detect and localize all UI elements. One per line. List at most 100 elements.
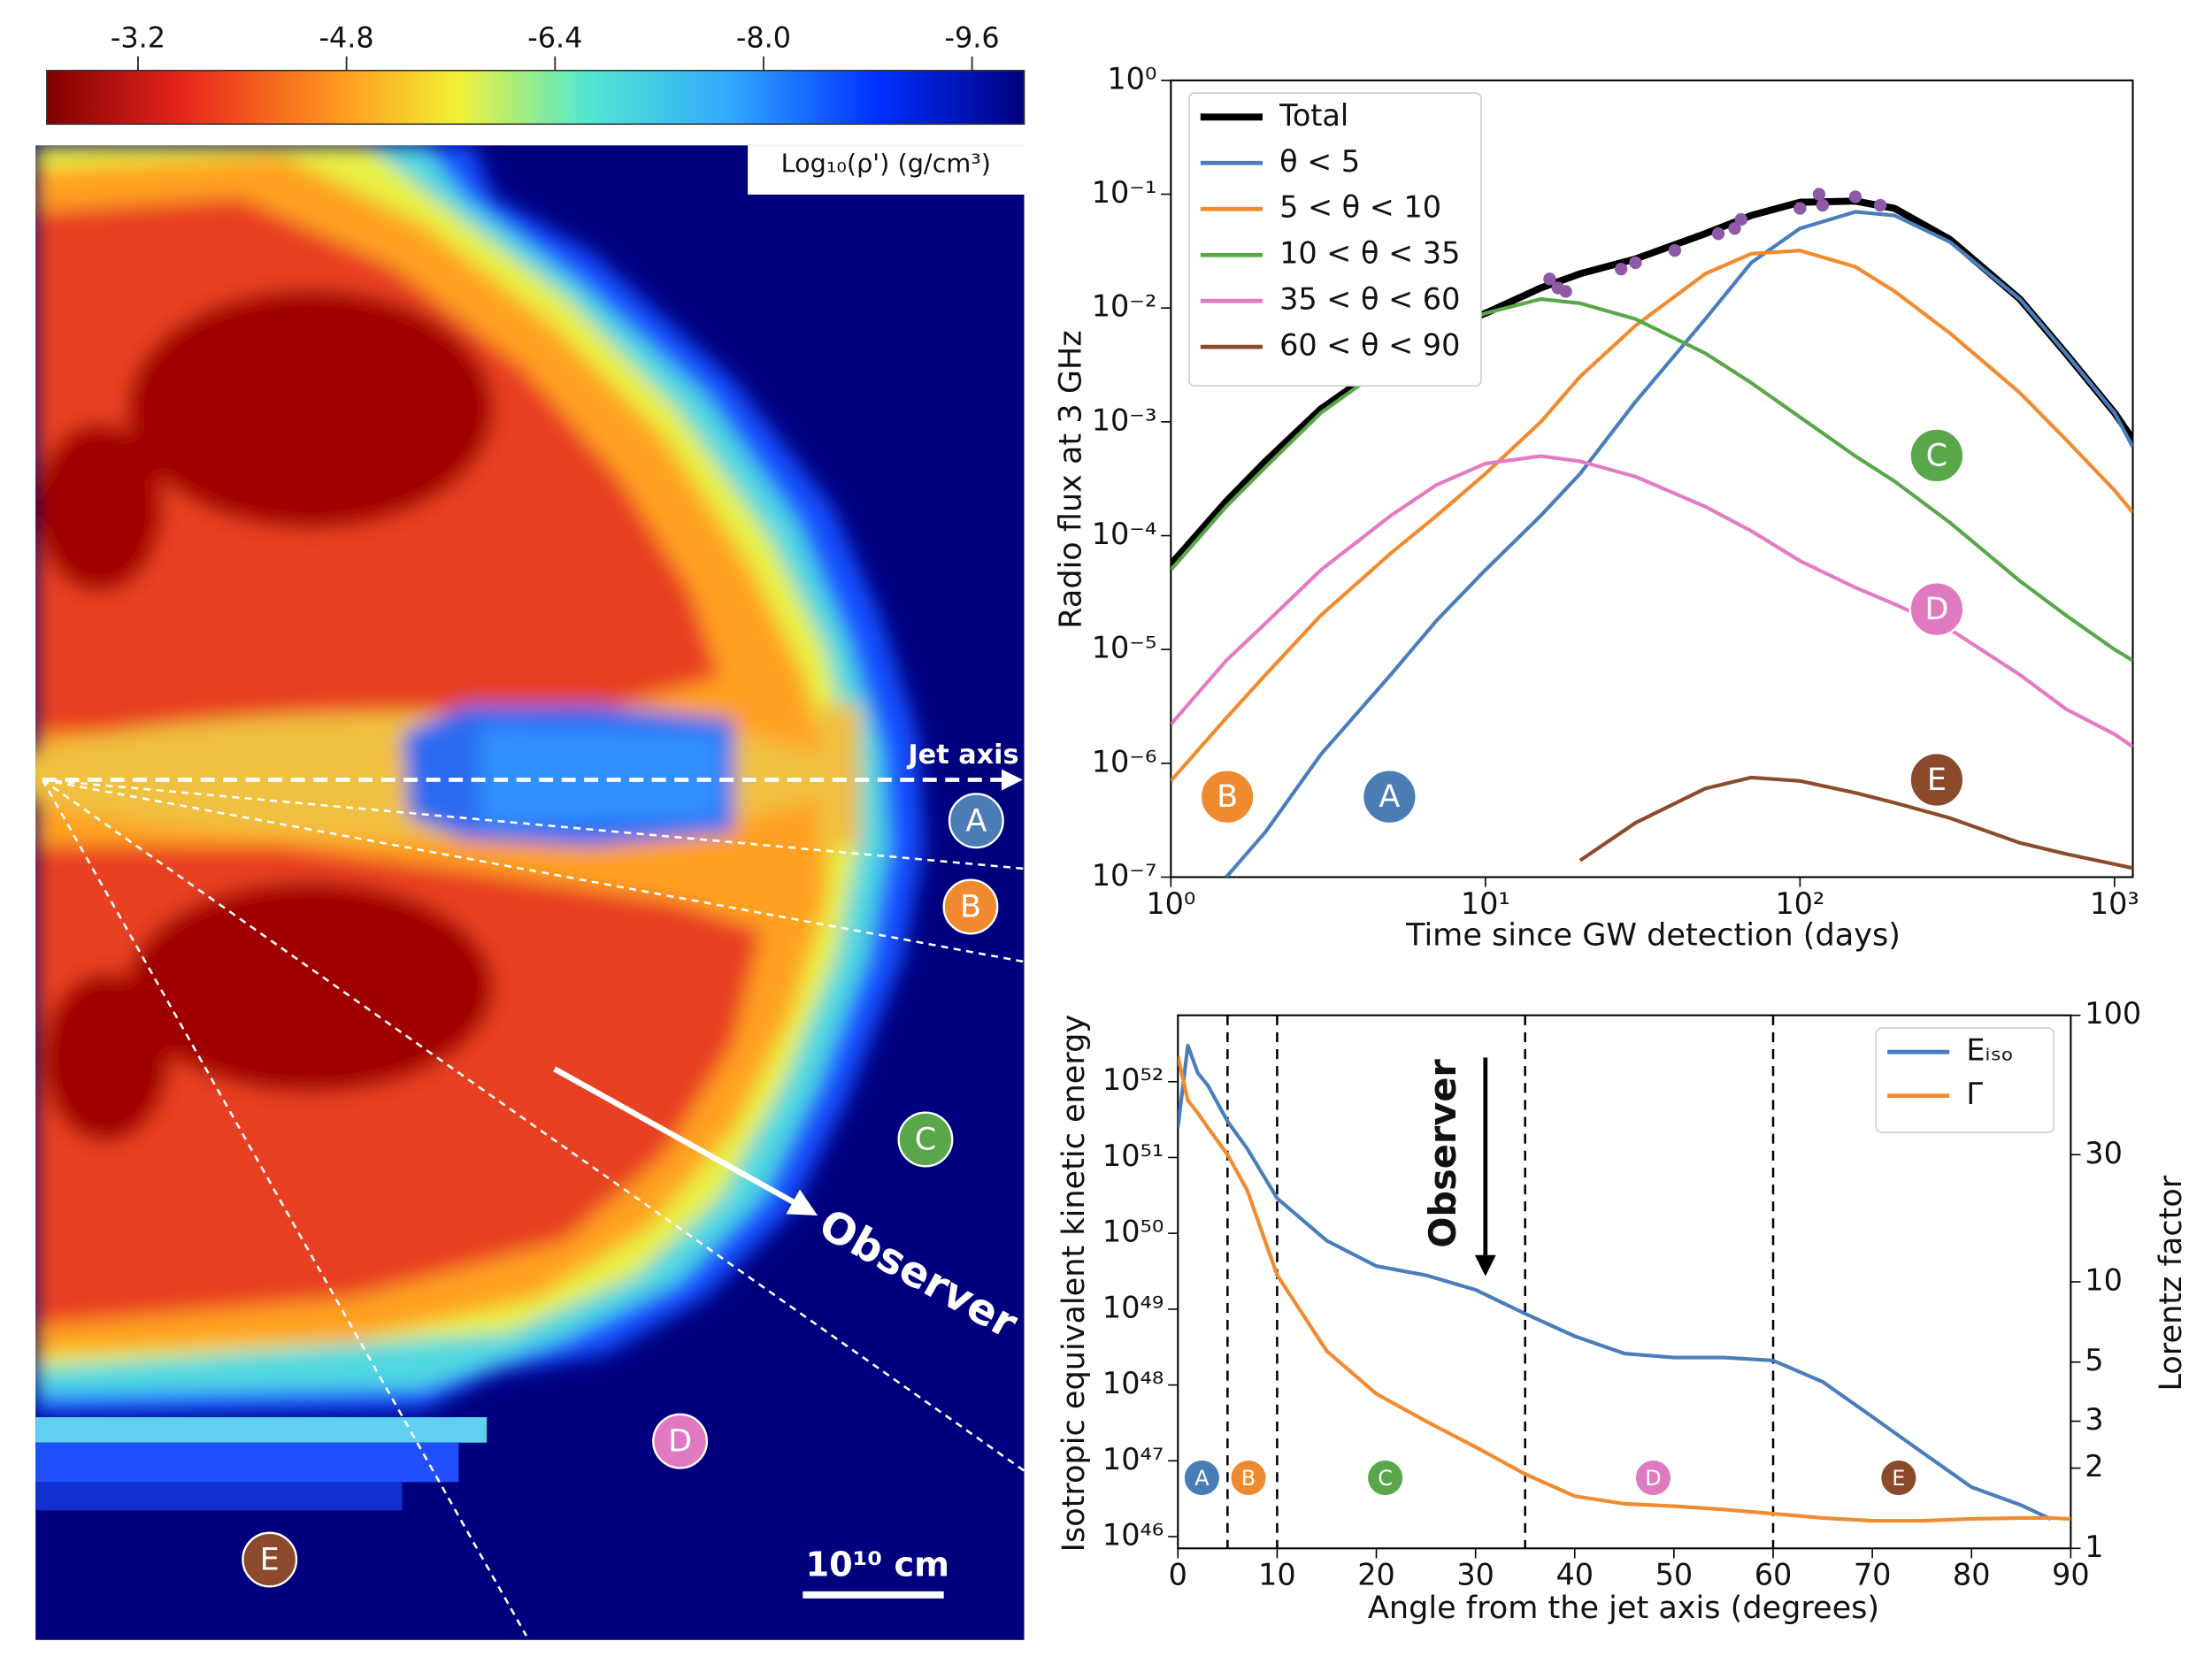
marker-circle [1199, 769, 1256, 825]
data-point [1793, 202, 1807, 215]
y2-tick-label: 10 [2085, 1263, 2123, 1298]
y2-tick-label: 2 [2085, 1449, 2103, 1484]
y-tick-label: 10⁵¹ [1102, 1139, 1164, 1173]
marker-label: D [668, 1423, 692, 1460]
x-tick-label: 60 [1755, 1558, 1793, 1592]
data-point [1615, 262, 1628, 276]
series-line [1171, 454, 2133, 748]
x-tick-label: 10⁰ [1146, 886, 1195, 921]
legend-label: 60 < θ < 90 [1279, 328, 1460, 363]
x-tick-label: 10² [1775, 886, 1824, 921]
density-map [35, 145, 1025, 1640]
legend-label: 35 < θ < 60 [1279, 282, 1460, 317]
colorbar [46, 69, 1025, 126]
colorbar-label: Log₁₀(ρ') (g/cm³) [781, 149, 991, 179]
y2-tick-label: 1 [2085, 1530, 2103, 1564]
x-axis-label: Angle from the jet axis (degrees) [1368, 1590, 1879, 1626]
y-tick-label: 10⁴⁶ [1102, 1518, 1164, 1553]
series-line [1578, 775, 2133, 870]
marker-label: D [1924, 591, 1948, 627]
marker-label: E [260, 1542, 280, 1578]
x-tick-label: 0 [1169, 1558, 1187, 1592]
y2-tick-label: 3 [2085, 1402, 2103, 1437]
y-tick-label: 10⁻⁷ [1092, 858, 1157, 893]
x-tick-label: 80 [1953, 1558, 1991, 1592]
data-point [1728, 222, 1741, 235]
y-axis-label: Radio flux at 3 GHz [1053, 330, 1089, 628]
x-tick-label: 10³ [2090, 886, 2139, 921]
y-tick-label: 10⁵⁰ [1102, 1215, 1164, 1249]
marker-circle [1361, 769, 1417, 825]
y-tick-label: 10⁴⁸ [1102, 1366, 1164, 1400]
y-tick-label: 10⁴⁷ [1102, 1442, 1164, 1476]
x-tick-label: 40 [1555, 1558, 1594, 1592]
legend-label: Total [1279, 98, 1348, 133]
marker-label: E [1927, 762, 1947, 798]
marker-label: B [960, 889, 981, 925]
scale-bar-label: 10¹⁰ cm [805, 1545, 949, 1585]
series-line [1178, 1055, 2071, 1523]
marker-circle [1878, 1458, 1918, 1498]
y2-tick-label: 5 [2085, 1343, 2103, 1377]
colorbar-tick-label: -9.6 [945, 21, 1000, 55]
marker-circle [1229, 1458, 1268, 1498]
y2-tick-label: 100 [2085, 996, 2141, 1031]
data-point [1816, 198, 1830, 212]
data-point [1873, 198, 1887, 212]
legend-label: θ < 5 [1279, 144, 1360, 179]
y2-axis-label: Lorentz factor [2153, 1175, 2189, 1391]
marker-circle [1365, 1458, 1405, 1498]
colorbar-tick-label: -4.8 [319, 21, 374, 55]
plot-frame [1170, 79, 2134, 878]
data-point [1559, 285, 1572, 298]
marker-label: D [1645, 1466, 1661, 1491]
marker-circle [1909, 581, 1965, 638]
x-tick-label: 10¹ [1461, 886, 1510, 921]
data-point [1668, 244, 1682, 257]
data-point [1812, 188, 1826, 201]
y-axis-label: Isotropic equivalent kinetic energy [1056, 1015, 1092, 1552]
marker-circle [1909, 427, 1965, 484]
series-line [1171, 249, 2133, 783]
marker-circle [242, 1531, 298, 1588]
colorbar-tick-label: -6.4 [527, 21, 582, 55]
x-tick-label: 70 [1854, 1558, 1892, 1592]
marker-circle [1633, 1458, 1673, 1498]
x-axis-label: Time since GW detection (days) [1405, 916, 1901, 953]
y-tick-label: 10⁻⁶ [1092, 744, 1157, 778]
y-tick-label: 10⁰ [1107, 61, 1156, 96]
marker-label: C [1926, 437, 1947, 473]
series-line [1178, 1043, 2052, 1522]
marker-circle [897, 1111, 954, 1168]
marker-label: C [1378, 1466, 1393, 1491]
x-tick-label: 90 [2052, 1558, 2090, 1592]
marker-label: A [1194, 1466, 1210, 1491]
marker-circle [942, 878, 999, 935]
observer-annotation: Observer [1422, 1059, 1464, 1248]
y-tick-label: 10⁴⁹ [1102, 1290, 1164, 1324]
marker-circle [1182, 1458, 1222, 1498]
x-tick-label: 30 [1456, 1558, 1494, 1592]
x-tick-label: 20 [1357, 1558, 1395, 1592]
colorbar-tick-label: -8.0 [736, 21, 791, 55]
colorbar-tick-label: -3.2 [111, 21, 165, 55]
y2-tick-label: 30 [2085, 1136, 2123, 1170]
y-tick-label: 10⁻⁵ [1092, 631, 1157, 665]
data-point [1629, 256, 1642, 270]
legend-label: Γ [1966, 1077, 1983, 1111]
y-tick-label: 10⁻³ [1092, 403, 1157, 437]
marker-label: A [1379, 778, 1400, 815]
marker-circle [948, 793, 1004, 849]
marker-circle [652, 1413, 709, 1469]
y-tick-label: 10⁻¹ [1092, 175, 1157, 210]
data-point [1543, 272, 1556, 286]
legend-box [1875, 1027, 2055, 1133]
data-point [1734, 212, 1748, 226]
marker-label: E [1892, 1466, 1905, 1491]
legend-label: Eᵢₛₒ [1966, 1033, 2013, 1068]
x-tick-label: 50 [1655, 1558, 1694, 1592]
series-line [1171, 296, 2133, 663]
y-tick-label: 10⁻² [1092, 289, 1157, 324]
